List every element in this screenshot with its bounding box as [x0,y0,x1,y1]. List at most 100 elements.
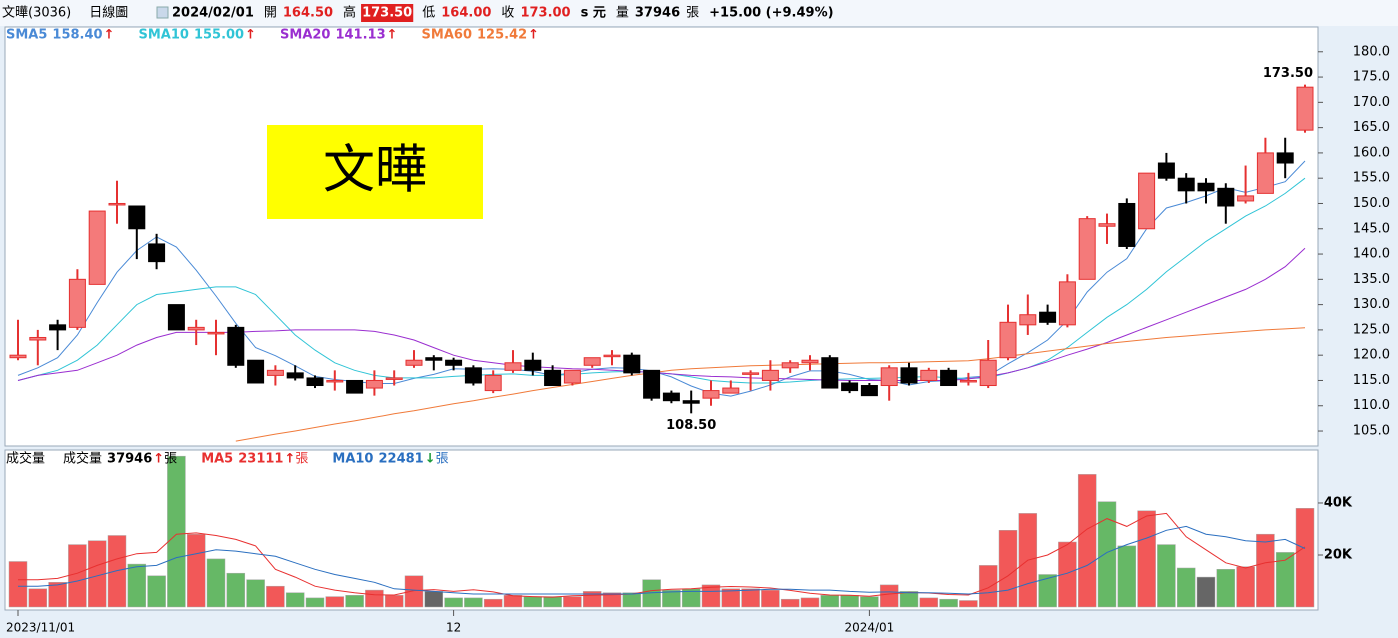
y-tick-label: 180.0 [1353,44,1390,59]
candle-body [1138,172,1156,230]
volume-bar [523,596,543,608]
candle-body [227,326,245,366]
legend-value: 125.42 [477,28,527,43]
candle-body [643,369,661,399]
y-tick-label: 120.0 [1353,348,1390,363]
candle-body [801,359,819,364]
legend-name: SMA60 [422,28,472,43]
candle-body [1177,177,1195,192]
volume-bar [305,597,325,608]
volume-bar [1157,544,1176,608]
candle-body [563,369,581,384]
volume-bar [761,589,780,608]
volume-bar [404,575,424,608]
candle-body [425,357,443,361]
candle-body [49,324,67,331]
legend-name: SMA20 [280,28,330,43]
legend-unit: 張 [295,452,308,467]
candle-body [464,367,482,384]
legend-value: 158.40 [52,28,102,43]
volume-bar [1256,533,1275,608]
legend-name: MA5 [201,452,233,467]
volume-bar [939,598,958,608]
volume-bar [1117,545,1137,608]
legend-value: 23111 [238,452,283,467]
candle-body [1098,223,1116,227]
candle-body [1039,311,1057,323]
volume-bar [899,591,919,608]
candle-body [841,382,859,392]
volume-bar [48,582,67,608]
field-label: 收 [501,6,514,21]
candle-body [544,369,562,387]
volume-bar [1295,508,1315,608]
candle-body [1237,195,1255,202]
candle-body [504,362,522,371]
volume-bar [28,588,48,608]
legend-value: 155.00 [194,28,244,43]
y-tick-label: 145.0 [1353,221,1390,236]
volume-bar [206,558,226,608]
volume-bar [266,585,285,608]
candle-body [148,243,166,263]
price-panel [4,26,1319,447]
y-tick-label: 160.0 [1353,145,1390,160]
candle-body [346,379,364,394]
field-value: 164.00 [441,6,491,21]
legend-value: 141.13 [335,28,385,43]
volume-bar [780,598,800,608]
volume: 37946 [635,6,680,21]
volume-bar [721,588,741,608]
volume-bar [741,588,760,608]
x-tick-label: 2023/11/01 [6,621,75,635]
candle-body [900,367,918,384]
volume-bar [1216,569,1236,608]
period: 日線圖 [89,5,128,21]
volume-bar [1275,552,1295,608]
volume-bar [1196,576,1216,608]
y-tick-label: 165.0 [1353,120,1390,135]
volume-label: 量 [616,6,629,21]
candle-body [1118,202,1136,247]
x-tick-label: 2024/01 [844,621,894,635]
candle-body [207,331,225,335]
candle-body [1296,86,1314,131]
label-box [267,125,483,219]
y-tick-label: 40K [1324,495,1353,510]
candle-body [88,210,106,285]
line [18,525,1306,595]
volume-bar [820,595,840,608]
volume-bar [840,595,859,608]
candle-body [385,377,403,380]
volume-bar [563,596,582,608]
candle-body [1157,162,1175,179]
candle-body [722,387,740,394]
legend-value: 37946 [107,452,152,467]
legend-name: MA10 [332,452,373,467]
volume-bar [919,597,939,608]
annotation: 173.50 [1263,66,1313,81]
volume-bar [1077,474,1097,608]
volume-unit: 張 [686,6,699,21]
volume-bar [384,595,404,608]
legend-arrow: ↑ [245,28,256,43]
candle-body [1217,187,1235,207]
candle-body [1078,218,1096,280]
candle-body [1276,152,1294,164]
legend-arrow: ↓ [425,452,436,467]
checkbox[interactable] [156,6,169,19]
volume-bar [602,592,622,608]
candle-body [682,400,700,404]
x-tick-label: 12 [446,621,461,635]
line [18,512,1306,598]
y-tick-label: 150.0 [1353,196,1390,211]
candle-body [29,336,47,341]
candle-body [128,205,146,230]
y-tick-label: 105.0 [1353,424,1390,439]
volume-bar [1097,501,1117,608]
field-value: 173.50 [362,6,412,21]
volume-bar [186,533,206,608]
candle-body [1019,314,1037,326]
volume-bar [424,591,444,608]
